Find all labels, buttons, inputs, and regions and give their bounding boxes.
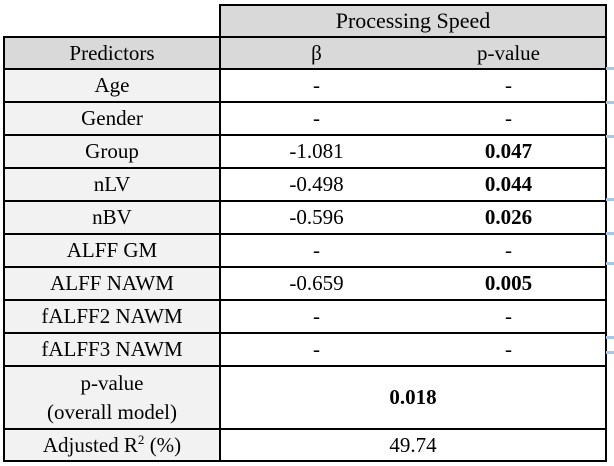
beta-cell: -0.596 (219, 200, 412, 233)
predictor-cell: ALFF NAWM (5, 266, 219, 299)
p-value-cell: - (412, 233, 605, 266)
predictor-cell: Group (5, 134, 219, 167)
column-header-beta: β (219, 38, 412, 68)
beta-cell: - (219, 233, 412, 266)
overall-model-p-value: 0.018 (219, 365, 605, 428)
overall-model-label: p-value (overall model) (5, 365, 219, 428)
row-boundary-mark (606, 135, 614, 138)
predictor-cell: Gender (5, 101, 219, 134)
row-boundary-mark (606, 336, 614, 339)
column-header-p-value: p-value (412, 38, 605, 68)
p-value-cell: 0.026 (412, 200, 605, 233)
row-boundary-mark (606, 101, 614, 104)
row-boundary-mark (606, 198, 614, 201)
table-grid: Predictors β p-value Age - - Gender - - … (3, 36, 607, 462)
beta-cell: - (219, 332, 412, 365)
p-value-cell: 0.044 (412, 167, 605, 200)
predictor-cell: ALFF GM (5, 233, 219, 266)
predictor-cell: nLV (5, 167, 219, 200)
beta-cell: - (219, 299, 412, 332)
p-value-cell: 0.047 (412, 134, 605, 167)
beta-cell: -1.081 (219, 134, 412, 167)
p-value-cell: - (412, 101, 605, 134)
regression-table: Processing Speed Predictors β p-value Ag… (3, 4, 607, 462)
beta-cell: - (219, 68, 412, 101)
p-value-cell: 0.005 (412, 266, 605, 299)
row-boundary-mark (606, 351, 614, 354)
row-boundary-mark (606, 262, 614, 265)
p-value-cell: - (412, 68, 605, 101)
predictor-cell: Age (5, 68, 219, 101)
overall-model-label-line1: p-value (80, 370, 144, 395)
adjusted-r2-label: Adjusted R2 (%) (5, 428, 219, 460)
row-boundary-mark (606, 232, 614, 235)
table-title-row: Processing Speed (3, 4, 607, 36)
overall-model-label-line2: (overall model) (46, 399, 178, 424)
beta-cell: - (219, 101, 412, 134)
p-value-cell: - (412, 299, 605, 332)
adjusted-r2-label-text: Adjusted R2 (%) (42, 431, 182, 457)
beta-cell: -0.659 (219, 266, 412, 299)
predictor-cell: nBV (5, 200, 219, 233)
title-row-spacer (3, 4, 219, 36)
predictor-cell: fALFF3 NAWM (5, 332, 219, 365)
row-boundary-mark (606, 67, 614, 70)
column-header-predictors: Predictors (5, 38, 219, 68)
table-title-cell: Processing Speed (219, 4, 607, 36)
beta-cell: -0.498 (219, 167, 412, 200)
predictor-cell: fALFF2 NAWM (5, 299, 219, 332)
p-value-cell: - (412, 332, 605, 365)
adjusted-r2-value: 49.74 (219, 428, 605, 460)
